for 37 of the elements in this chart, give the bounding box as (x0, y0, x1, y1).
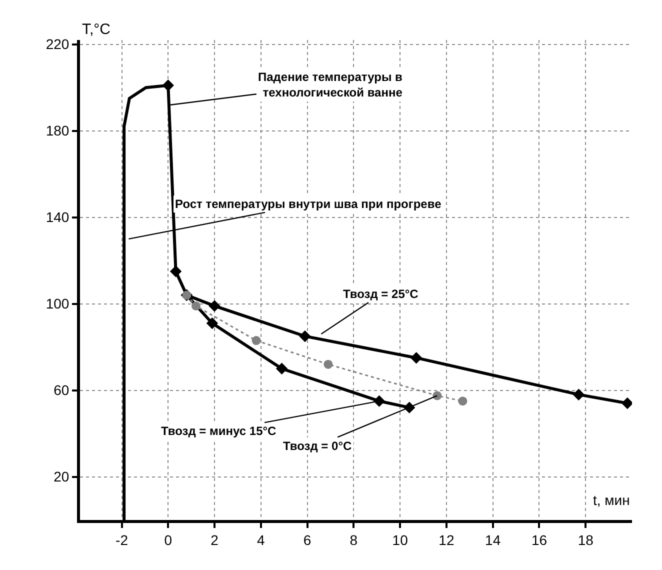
point (299, 330, 311, 342)
point (206, 317, 218, 330)
y-axis-title: T,°C (82, 21, 111, 38)
x-tick-label: 8 (350, 532, 358, 548)
point (162, 80, 174, 92)
point (208, 300, 220, 312)
x-axis-title: t, мин (593, 492, 630, 508)
point (410, 352, 422, 364)
y-tick-label: 20 (54, 468, 70, 485)
y-tick-label: 60 (54, 382, 70, 398)
point (170, 266, 182, 278)
point (458, 396, 468, 406)
annotation: Твозд = 25°C (343, 287, 419, 301)
x-tick-label: 14 (485, 532, 501, 548)
point (373, 395, 386, 407)
point (324, 360, 333, 369)
point (191, 301, 200, 310)
y-tick-label: 180 (46, 122, 70, 139)
y-tick-label: 220 (46, 36, 70, 52)
annotation: Твозд = 0°C (283, 439, 352, 453)
x-tick-label: 4 (257, 532, 266, 548)
x-tick-label: 6 (303, 532, 312, 548)
y-tick-label: 100 (46, 296, 70, 312)
x-tick-label: -2 (116, 532, 128, 548)
y-tick-label: 140 (46, 209, 70, 226)
point (252, 336, 261, 346)
x-tick-label: 16 (531, 532, 548, 548)
x-tick-label: 12 (438, 532, 454, 548)
annotation: Падение температуры в технологической ванне (258, 70, 403, 100)
x-tick-label: 0 (164, 532, 172, 548)
point (572, 388, 585, 400)
x-tick-label: 2 (210, 532, 219, 548)
annotation: Рост температуры внутри шва при прогреве (175, 197, 442, 211)
x-tick-label: 10 (392, 532, 408, 548)
x-tick-label: 18 (578, 532, 594, 548)
annotation: Твозд = минус 15°C (161, 424, 277, 438)
point (276, 362, 288, 374)
